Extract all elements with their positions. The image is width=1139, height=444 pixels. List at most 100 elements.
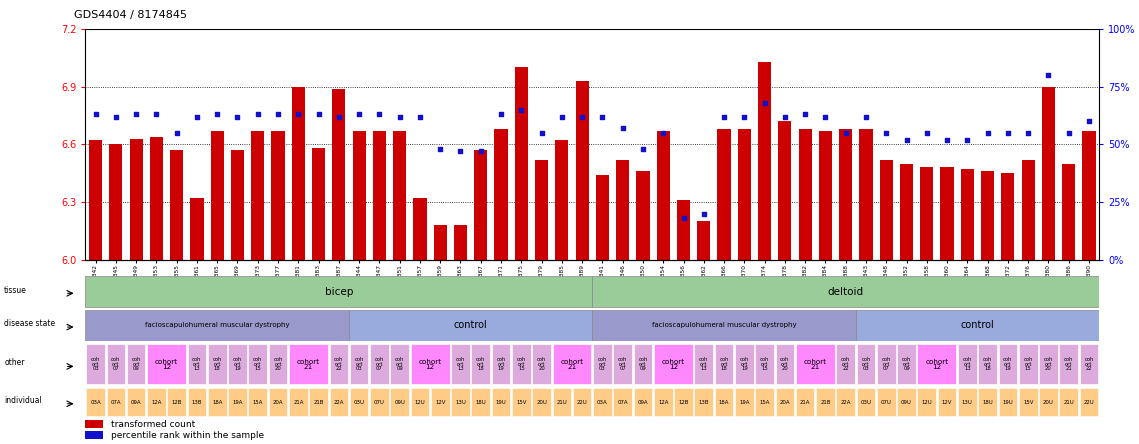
Bar [513, 345, 531, 384]
Point [147, 111, 165, 118]
Text: 20U: 20U [1043, 400, 1054, 405]
Bar [353, 131, 366, 260]
Point [472, 148, 490, 155]
Bar [126, 345, 146, 384]
Bar [349, 310, 592, 341]
Text: 20U: 20U [536, 400, 547, 405]
Point [939, 136, 957, 143]
Bar [616, 160, 629, 260]
Bar [1080, 388, 1098, 416]
Bar [715, 388, 734, 416]
Bar [228, 345, 247, 384]
Bar [85, 420, 104, 428]
Bar [593, 345, 612, 384]
Bar [718, 129, 730, 260]
Text: individual: individual [5, 396, 42, 405]
Text: coh
ort
15: coh ort 15 [253, 357, 262, 371]
Bar [248, 388, 267, 416]
Bar [150, 137, 163, 260]
Point [1019, 129, 1038, 136]
Point [248, 111, 267, 118]
Bar [898, 388, 916, 416]
Bar [391, 345, 409, 384]
Text: 20A: 20A [779, 400, 790, 405]
Text: 20A: 20A [272, 400, 284, 405]
Point [1040, 71, 1058, 79]
Bar [755, 388, 773, 416]
Bar [877, 345, 895, 384]
Text: 09A: 09A [638, 400, 648, 405]
Text: cohort
21: cohort 21 [297, 359, 320, 370]
Text: 13B: 13B [698, 400, 710, 405]
Point [898, 136, 916, 143]
Bar [1063, 163, 1075, 260]
Bar [513, 388, 531, 416]
Bar [633, 345, 653, 384]
Bar [1039, 388, 1058, 416]
Bar [188, 345, 206, 384]
Bar [532, 388, 551, 416]
Bar [451, 388, 469, 416]
Bar [1019, 388, 1038, 416]
Bar [333, 88, 345, 260]
Bar [978, 388, 997, 416]
Text: 19A: 19A [232, 400, 243, 405]
Point [715, 113, 734, 120]
Bar [593, 388, 612, 416]
Bar [451, 345, 469, 384]
Bar [350, 388, 368, 416]
Point [755, 99, 773, 106]
Point [451, 148, 469, 155]
Point [533, 129, 551, 136]
Bar [231, 150, 244, 260]
Text: coh
ort
13: coh ort 13 [456, 357, 465, 371]
Bar [654, 388, 672, 416]
Text: 22A: 22A [841, 400, 851, 405]
Point [310, 111, 328, 118]
Text: coh
ort
20: coh ort 20 [780, 357, 789, 371]
Bar [208, 345, 227, 384]
Text: coh
ort
22: coh ort 22 [841, 357, 851, 371]
Bar [695, 345, 713, 384]
Bar [515, 67, 527, 260]
Bar [961, 169, 974, 260]
Point [877, 129, 895, 136]
Point [978, 129, 997, 136]
Bar [677, 200, 690, 260]
Text: disease state: disease state [5, 319, 56, 329]
Bar [289, 388, 308, 416]
Bar [269, 345, 287, 384]
Text: 18U: 18U [982, 400, 993, 405]
Bar [654, 345, 693, 384]
Text: 21B: 21B [313, 400, 323, 405]
Bar [85, 276, 592, 307]
Text: 18A: 18A [212, 400, 222, 405]
Bar [312, 148, 325, 260]
Text: coh
ort
03: coh ort 03 [598, 357, 607, 371]
Bar [552, 388, 571, 416]
Point [289, 111, 308, 118]
Text: control: control [453, 321, 487, 330]
Text: 12V: 12V [435, 400, 445, 405]
Bar [738, 129, 751, 260]
Point [370, 111, 388, 118]
Bar [879, 160, 893, 260]
Text: coh
ort
18: coh ort 18 [213, 357, 222, 371]
Point [126, 111, 146, 118]
Bar [87, 345, 105, 384]
Bar [596, 175, 609, 260]
Bar [776, 388, 794, 416]
Bar [817, 388, 835, 416]
Point [674, 214, 693, 222]
Bar [958, 388, 976, 416]
Text: deltoid: deltoid [828, 287, 863, 297]
Text: facioscapulohumeral muscular dystrophy: facioscapulohumeral muscular dystrophy [652, 322, 796, 329]
Text: coh
ort
20: coh ort 20 [536, 357, 547, 371]
Bar [860, 129, 872, 260]
Text: coh
ort
21: coh ort 21 [1064, 357, 1073, 371]
Bar [999, 388, 1017, 416]
Point [1080, 118, 1098, 125]
Point [999, 129, 1017, 136]
Point [776, 113, 794, 120]
Text: coh
ort
18: coh ort 18 [720, 357, 729, 371]
